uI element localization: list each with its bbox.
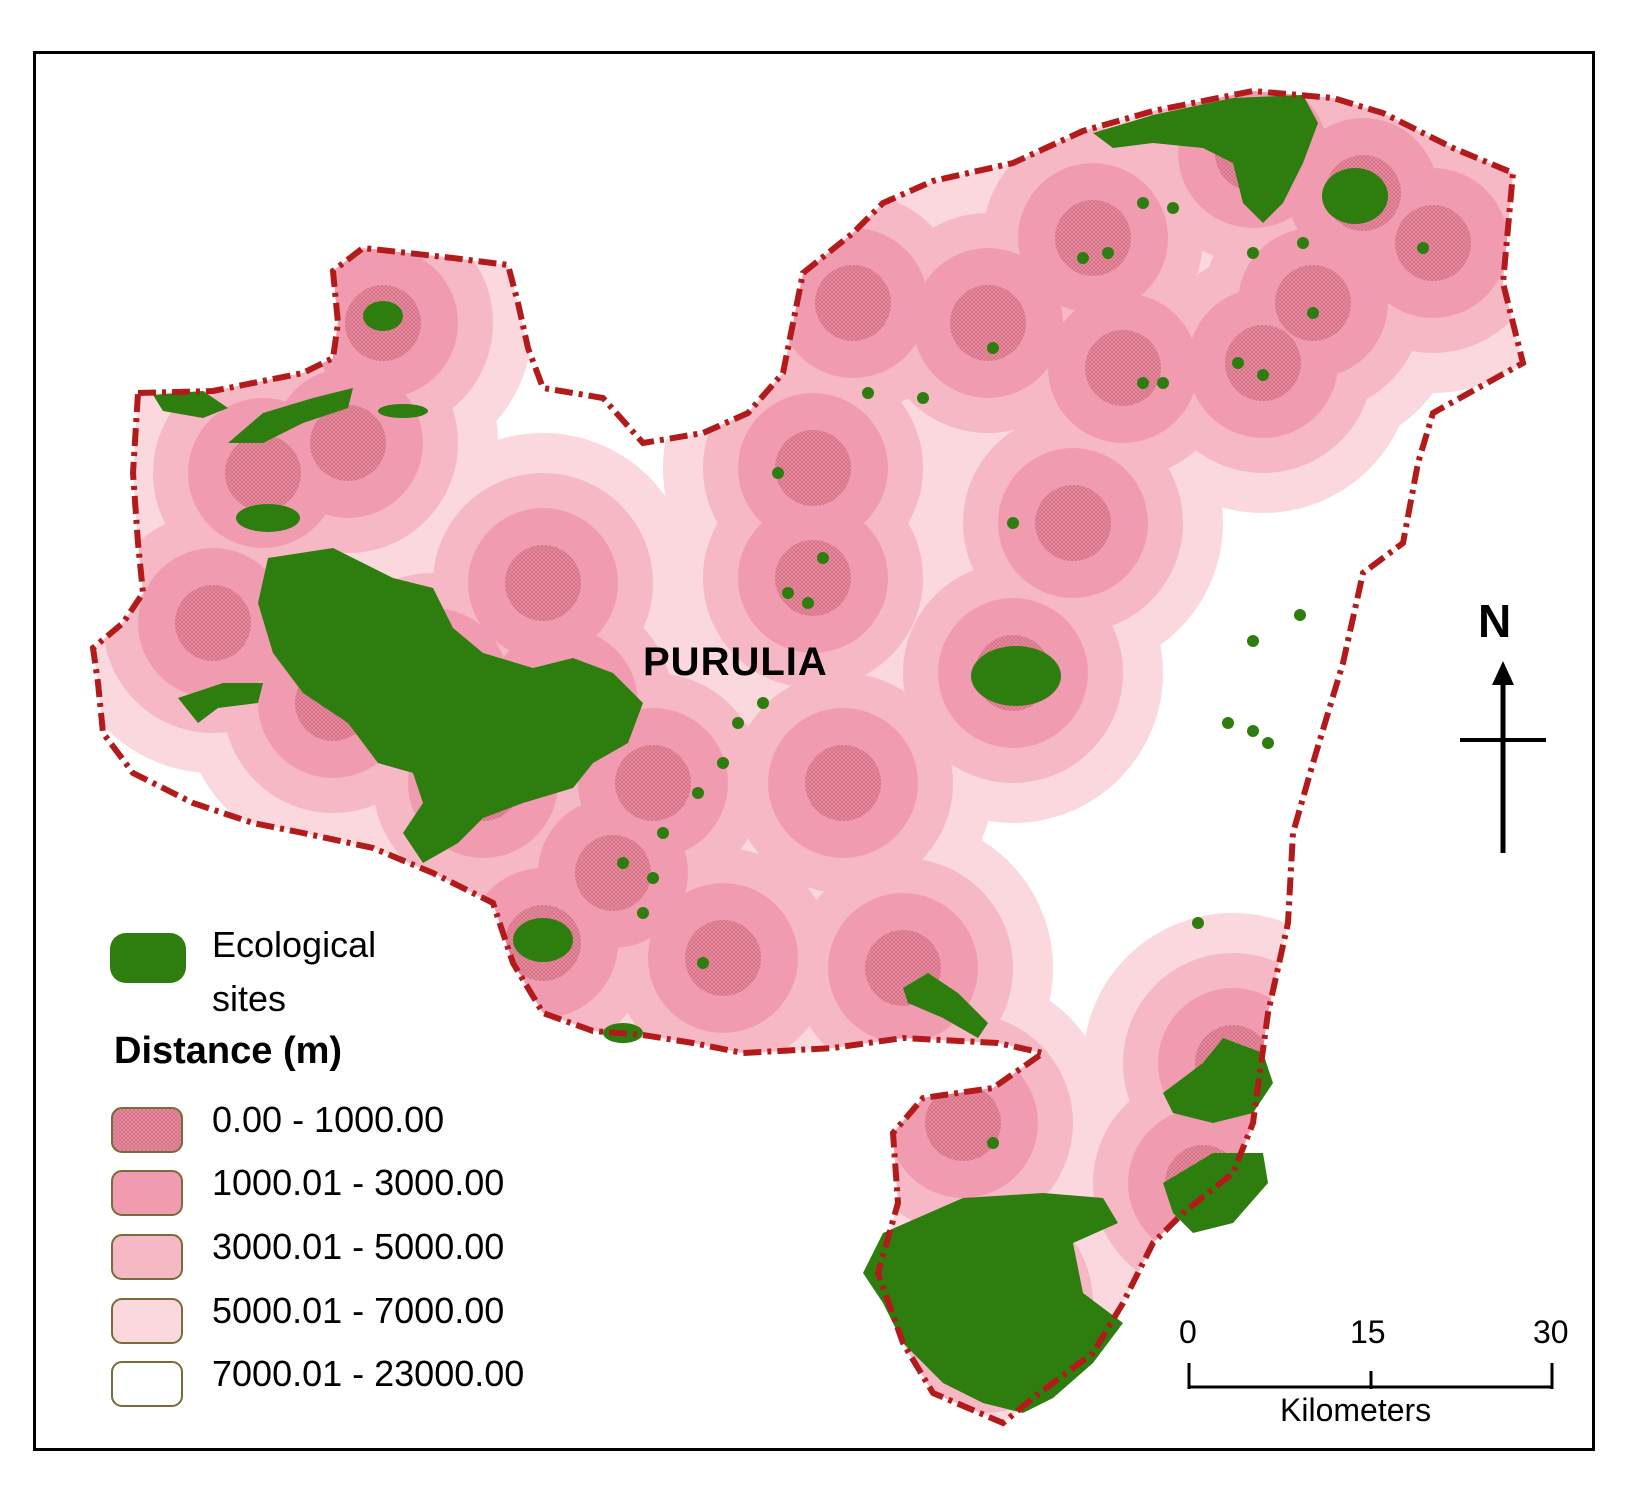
eco-site-dot [717, 757, 729, 769]
legend-class-3: 5000.01 - 7000.00 [212, 1290, 505, 1331]
buffer-ring [225, 435, 301, 511]
eco-site-dot [757, 697, 769, 709]
buffer-ring [815, 265, 891, 341]
eco-site-center-east [971, 646, 1061, 706]
eco-site-north-band [1093, 95, 1318, 223]
buffer-ring [805, 745, 881, 821]
legend-swatch-0 [111, 1107, 183, 1153]
buffer-ring [1225, 325, 1301, 401]
eco-site-dot [1137, 377, 1149, 389]
eco-site-dot [617, 857, 629, 869]
eco-site-dot [1262, 737, 1274, 749]
eco-site-dot [637, 907, 649, 919]
eco-site-dot [917, 392, 929, 404]
eco-site-dot [1307, 307, 1319, 319]
eco-site-dot [802, 597, 814, 609]
buffer-ring [1035, 485, 1111, 561]
eco-site-dot [1294, 609, 1306, 621]
eco-site-dot [692, 787, 704, 799]
eco-site-dot [1297, 237, 1309, 249]
buffer-ring [775, 430, 851, 506]
eco-site-dot [1137, 197, 1149, 209]
buffer-ring [505, 545, 581, 621]
legend-eco-label-1: Ecological [212, 924, 377, 965]
eco-site-dot [1077, 252, 1089, 264]
eco-site-dot [987, 1137, 999, 1149]
scale-tick-30: 30 [1533, 1314, 1569, 1350]
eco-site-south-large [863, 1193, 1123, 1413]
buffer-ring [1395, 205, 1471, 281]
ecological-sites-layer [153, 95, 1429, 1413]
buffer-ring [1055, 200, 1131, 276]
eco-site-dot [657, 827, 669, 839]
eco-site-dot [697, 957, 709, 969]
legend-eco-swatch [110, 933, 186, 983]
buffer-ring [925, 1085, 1001, 1161]
buffer-ring [310, 405, 386, 481]
buffer-ring [950, 285, 1026, 361]
eco-site-dot [647, 872, 659, 884]
eco-site-dot [1192, 917, 1204, 929]
eco-site-dot [1007, 517, 1019, 529]
eco-site-dot [1232, 357, 1244, 369]
legend-eco-label-2: sites [212, 978, 287, 1019]
buffer-ring [685, 920, 761, 996]
buffer-ring [575, 835, 651, 911]
legend-swatch-2 [111, 1234, 183, 1280]
eco-site-west-arm [178, 683, 263, 723]
buffer-ring [775, 540, 851, 616]
legend-class-4: 7000.01 - 23000.00 [212, 1353, 525, 1394]
legend-class-0: 0.00 - 1000.00 [212, 1099, 445, 1140]
eco-site-dot [817, 552, 829, 564]
eco-site-south-west [513, 918, 573, 962]
eco-site-dot [1247, 725, 1259, 737]
legend-distance-title: Distance (m) [114, 1030, 343, 1072]
eco-site-northwest-4 [378, 404, 428, 418]
place-label: PURULIA [643, 640, 828, 684]
legend-class-2: 3000.01 - 5000.00 [212, 1226, 505, 1267]
legend-swatch-1 [111, 1170, 183, 1216]
eco-site-dot [772, 467, 784, 479]
eco-site-northwest-2 [228, 388, 353, 443]
eco-site-dot [987, 342, 999, 354]
eco-site-northwest-3 [363, 301, 403, 331]
buffer-ring [1275, 265, 1351, 341]
legend-swatch-4 [111, 1361, 183, 1407]
eco-site-dot [1102, 247, 1114, 259]
eco-site-dot [862, 387, 874, 399]
buffer-ring [615, 745, 691, 821]
north-label: N [1478, 595, 1512, 647]
eco-site-northwest-1 [153, 391, 228, 418]
scale-tick-0: 0 [1179, 1314, 1197, 1350]
eco-site-dot [1257, 369, 1269, 381]
eco-site-northwest-5 [236, 504, 300, 532]
scale-bar [1187, 1363, 1554, 1389]
scale-unit-label: Kilometers [1280, 1392, 1432, 1428]
eco-site-west-large [258, 548, 643, 863]
eco-site-northeast-blob [1322, 168, 1388, 224]
eco-site-dot [1167, 202, 1179, 214]
scale-tick-15: 15 [1350, 1314, 1386, 1350]
eco-site-south-mid [903, 973, 988, 1038]
eco-site-southeast-2 [1163, 1038, 1273, 1123]
map-canvas [36, 54, 1554, 1451]
legend-swatches [110, 933, 186, 1407]
buffer-ring [1085, 330, 1161, 406]
eco-site-dot [732, 717, 744, 729]
eco-site-dot [1247, 247, 1259, 259]
eco-site-dot [1417, 242, 1429, 254]
legend-class-1: 1000.01 - 3000.00 [212, 1162, 505, 1203]
eco-site-dot [782, 587, 794, 599]
buffer-ring [175, 585, 251, 661]
eco-site-dot [1157, 377, 1169, 389]
north-arrow-icon [1460, 661, 1546, 853]
map-frame: PURULIA N Ecological sites Distance (m) … [33, 51, 1595, 1451]
legend-swatch-3 [111, 1298, 183, 1344]
eco-site-dot [1247, 635, 1259, 647]
eco-site-southeast [1163, 1153, 1268, 1233]
eco-site-dot [1222, 717, 1234, 729]
